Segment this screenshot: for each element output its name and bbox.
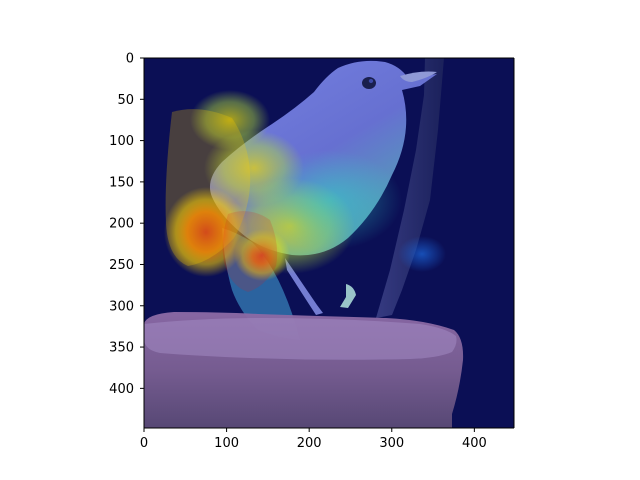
branch-shape xyxy=(376,58,444,318)
bird-foot-shape xyxy=(340,284,356,308)
x-tick-label: 100 xyxy=(214,436,239,451)
heat-mid-hotspot xyxy=(222,211,278,292)
heatmap-image xyxy=(144,58,514,428)
y-tick-label: 400 xyxy=(109,382,134,397)
heat-upper-yellow xyxy=(190,90,270,150)
y-tick-label: 50 xyxy=(117,93,134,108)
bird-beak-shape xyxy=(400,71,437,82)
bird-eye-highlight xyxy=(368,79,374,83)
y-axis-ticks: 0 50 100 150 200 250 300 350 400 xyxy=(109,52,144,397)
heat-left-stripe xyxy=(165,109,251,266)
x-tick-label: 400 xyxy=(462,436,487,451)
y-tick-label: 200 xyxy=(109,217,134,232)
x-tick-label: 0 xyxy=(140,436,148,451)
y-tick-label: 350 xyxy=(109,341,134,356)
y-tick-label: 300 xyxy=(109,299,134,314)
axes-frame xyxy=(143,57,515,429)
bird-eye-shape xyxy=(362,77,376,89)
heat-left-red xyxy=(164,187,248,277)
x-tick-label: 300 xyxy=(379,436,404,451)
fruit-rim-shape xyxy=(144,318,457,360)
y-tick-label: 100 xyxy=(109,134,134,149)
heat-blue-spot xyxy=(398,236,446,272)
x-axis-ticks: 0 100 200 300 400 xyxy=(140,428,487,451)
heat-cyan-body xyxy=(258,150,402,250)
x-tick-label: 200 xyxy=(297,436,322,451)
y-tick-label: 250 xyxy=(109,258,134,273)
y-tick-label: 0 xyxy=(126,52,134,67)
y-tick-label: 150 xyxy=(109,175,134,190)
